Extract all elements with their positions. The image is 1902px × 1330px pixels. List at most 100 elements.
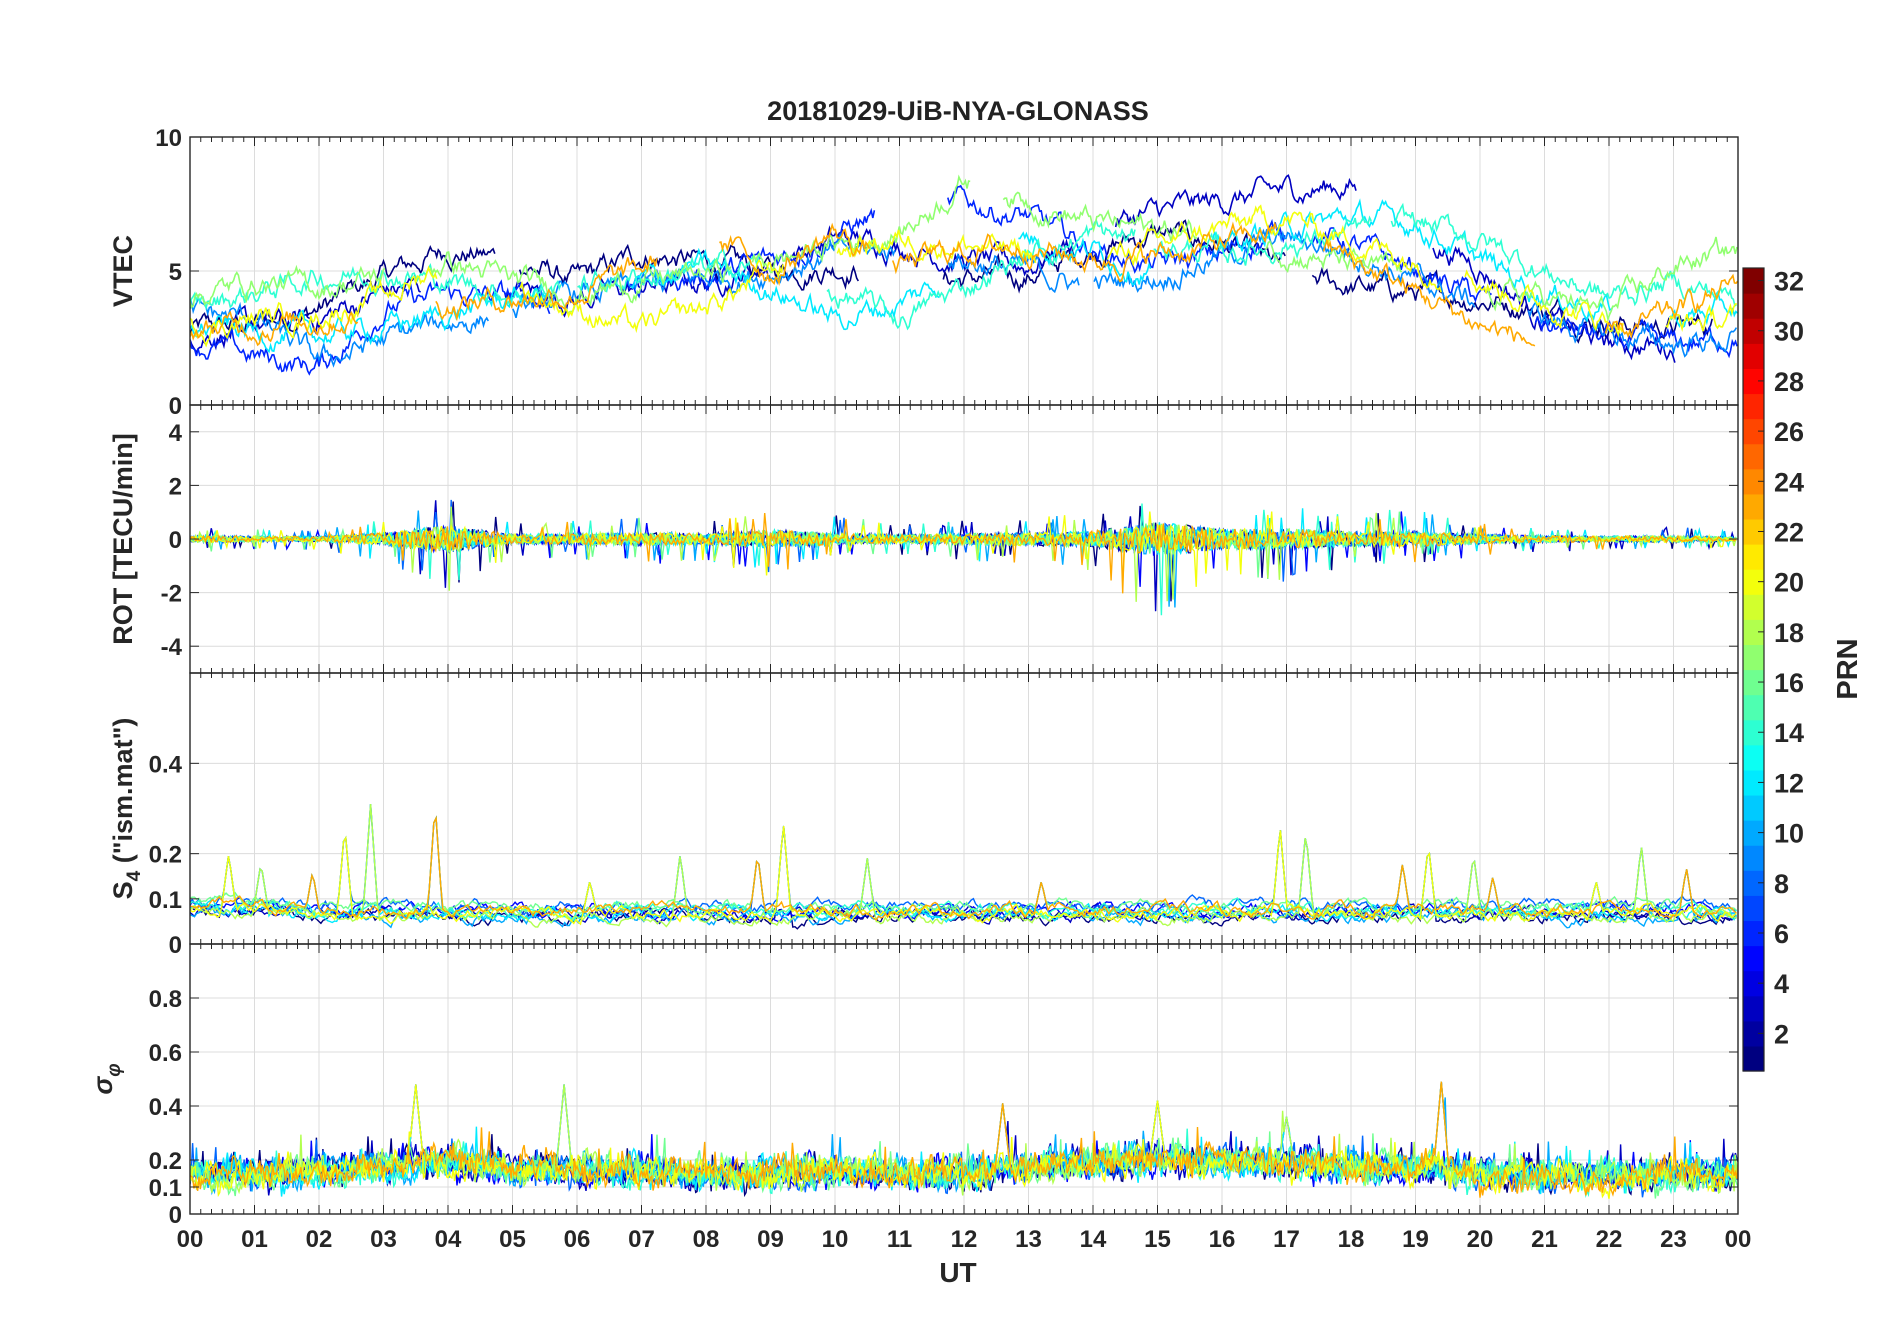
colorbar-cell xyxy=(1743,945,1764,972)
x-tick-label: 17 xyxy=(1273,1226,1300,1253)
colorbar-cell xyxy=(1743,518,1764,545)
colorbar-cell xyxy=(1743,1020,1764,1047)
y-tick-label: 0 xyxy=(169,527,182,554)
vtec-series-prn-14 xyxy=(1390,202,1737,308)
colorbar-cell xyxy=(1743,619,1764,645)
vtec-series-prn-20 xyxy=(1106,204,1442,293)
y-tick-label: 0.2 xyxy=(149,1148,182,1175)
colorbar-cell xyxy=(1743,569,1764,595)
colorbar-cell xyxy=(1743,443,1764,470)
colorbar-cell xyxy=(1743,920,1764,947)
vtec-series-prn-12 xyxy=(630,247,940,331)
colorbar-cell xyxy=(1743,644,1764,671)
colorbar-tick-label: 2 xyxy=(1774,1019,1789,1049)
vtec-series-prn-20 xyxy=(836,229,1037,264)
y-axis-label-main: ROT [TECU/min] xyxy=(108,433,138,644)
colorbar-cell xyxy=(1743,268,1764,294)
x-axis: 00 01 02 03 04 05 06 07 08 09 10 11 12 13 14 15 16 17 18 19… xyxy=(177,1226,1752,1253)
colorbar-cell xyxy=(1743,995,1764,1022)
y-tick-label: 0.6 xyxy=(149,1040,182,1067)
vtec-series-prn-17 xyxy=(190,264,386,309)
colorbar-tick-label: 4 xyxy=(1774,969,1789,999)
colorbar-cell xyxy=(1743,719,1764,746)
x-tick-label: 21 xyxy=(1531,1226,1558,1253)
vtec-series-prn-23 xyxy=(719,222,871,286)
colorbar-cell xyxy=(1743,318,1764,344)
colorbar-tick-label: 28 xyxy=(1774,367,1804,397)
x-tick-label: 19 xyxy=(1402,1226,1429,1253)
x-tick-label: 11 xyxy=(887,1226,912,1253)
x-tick-label: 05 xyxy=(499,1226,526,1253)
vtec-series-prn-9 xyxy=(1093,226,1476,308)
colorbar-tick-label: 26 xyxy=(1774,417,1804,447)
x-tick-label: 08 xyxy=(693,1226,720,1253)
s4-series-prn-18 xyxy=(190,803,1737,928)
colorbar-cell xyxy=(1743,393,1764,420)
colorbar-cell xyxy=(1743,669,1764,696)
vtec-series-prn-23 xyxy=(190,310,359,347)
colorbar-cell xyxy=(1743,293,1764,319)
y-tick-label: 0 xyxy=(169,393,182,420)
y-tick-label: 0 xyxy=(169,1202,182,1229)
colorbar-tick-label: 16 xyxy=(1774,668,1804,698)
y-axis-label-main: σ xyxy=(88,1076,118,1095)
vtec-series-prn-17 xyxy=(1002,191,1198,242)
x-tick-label: 07 xyxy=(628,1226,655,1253)
x-tick-label: 23 xyxy=(1660,1226,1687,1253)
y-axis-label-suffix: ("ism.mat") xyxy=(108,718,138,871)
y-tick-label: 0.2 xyxy=(149,842,182,869)
colorbar-tick-label: 6 xyxy=(1774,919,1789,949)
y-axis-label-ROT: ROT [TECU/min] xyxy=(108,433,138,644)
y-tick-label: 0.4 xyxy=(149,1094,183,1121)
vtec-series-prn-12 xyxy=(1669,289,1738,329)
x-tick-label: 18 xyxy=(1338,1226,1365,1253)
colorbar-tick-label: 8 xyxy=(1774,869,1789,899)
colorbar-tick-label: 32 xyxy=(1774,267,1804,297)
x-tick-label: 16 xyxy=(1209,1226,1236,1253)
colorbar-tick-label: 30 xyxy=(1774,317,1804,347)
y-axis-label-subscript: φ xyxy=(104,1063,125,1076)
figure-title: 20181029-UiB-NYA-GLONASS xyxy=(767,96,1149,126)
y-axis-label-subscript: 4 xyxy=(124,870,145,881)
x-tick-label: 10 xyxy=(822,1226,849,1253)
colorbar-cell xyxy=(1743,744,1764,771)
colorbar-tick-label: 14 xyxy=(1774,718,1804,748)
x-tick-label: 03 xyxy=(370,1226,397,1253)
y-tick-label: 4 xyxy=(169,420,183,447)
y-axis-label-main: VTEC xyxy=(108,235,138,307)
y-tick-label: 2 xyxy=(169,473,182,500)
vtec-series-prn-12 xyxy=(190,286,551,354)
vtec-series-prn-20 xyxy=(1665,303,1737,332)
vtec-series-prn-23 xyxy=(435,255,658,322)
s4-series-prn-23 xyxy=(190,815,1737,921)
y-tick-label: 10 xyxy=(155,125,182,152)
vtec-series-prn-23 xyxy=(1322,237,1536,347)
colorbar-cell xyxy=(1743,493,1764,520)
colorbar-cell xyxy=(1743,820,1764,846)
vtec-series-prn-20 xyxy=(1464,269,1624,338)
vtec-series-prn-17 xyxy=(428,251,732,315)
y-axis-label-VTEC: VTEC xyxy=(108,235,138,307)
vtec-series-prn-20 xyxy=(519,259,784,334)
colorbar-cell xyxy=(1743,794,1764,821)
x-tick-label: 02 xyxy=(306,1226,333,1253)
colorbar-cell xyxy=(1743,769,1764,796)
y-tick-label: 0.1 xyxy=(149,1175,182,1202)
colorbar-label: PRN xyxy=(1832,638,1864,699)
sigma-series-prn-23 xyxy=(190,1081,1738,1198)
x-axis-label: UT xyxy=(939,1257,976,1288)
x-tick-label: 20 xyxy=(1467,1226,1494,1253)
sigma-series-prn-20 xyxy=(190,1084,1738,1199)
colorbar-tick-label: 24 xyxy=(1774,467,1804,497)
vtec-series-prn-9 xyxy=(947,251,1080,294)
panel-data xyxy=(190,803,1738,930)
x-tick-label: 01 xyxy=(241,1226,268,1253)
x-tick-label: 12 xyxy=(951,1226,978,1253)
vtec-series-prn-14 xyxy=(826,219,1136,331)
vtec-series-prn-23 xyxy=(1604,273,1738,340)
vtec-series-prn-14 xyxy=(190,262,562,311)
